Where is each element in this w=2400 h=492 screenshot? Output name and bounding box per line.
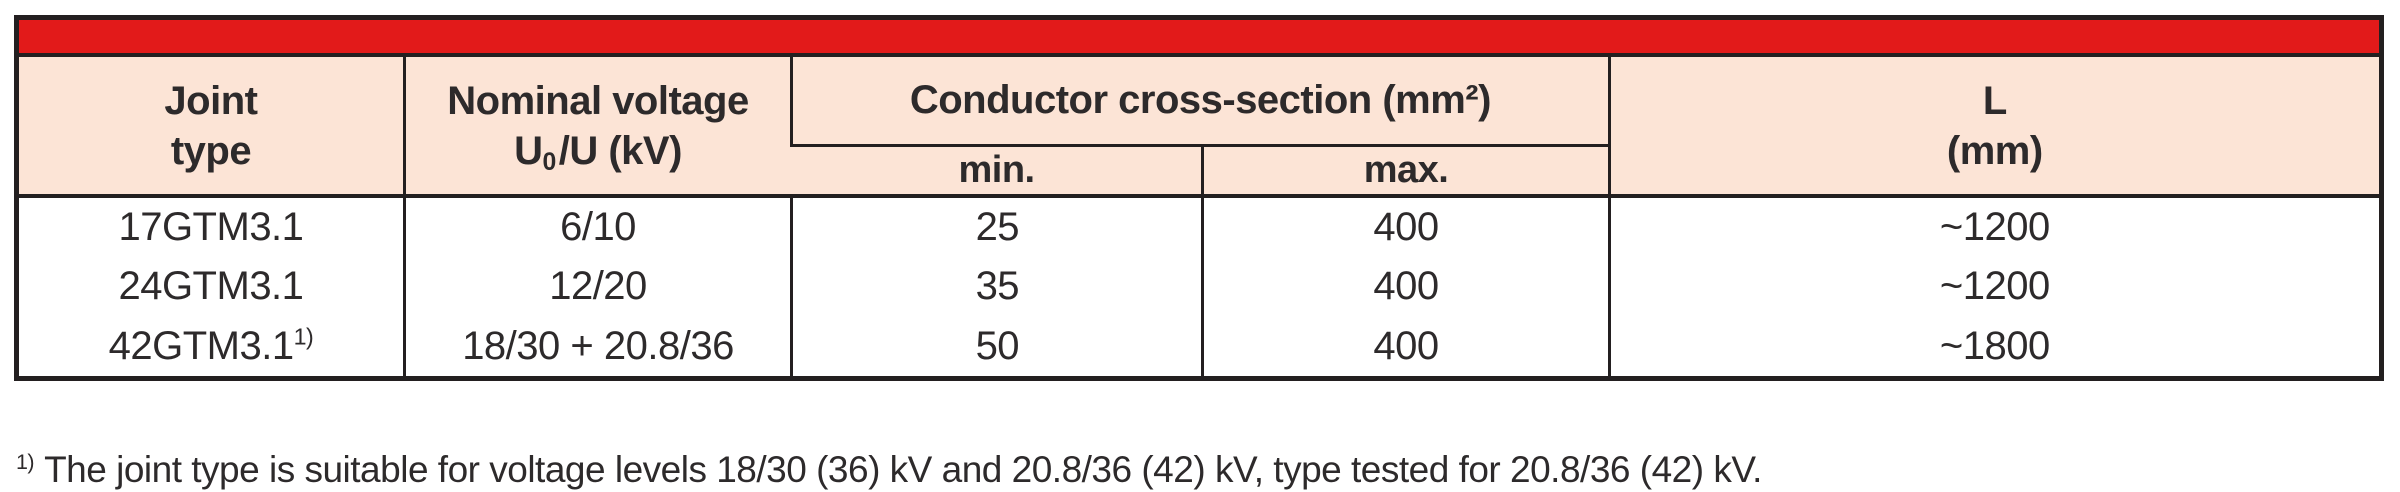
column-header-joint-type: Joint type bbox=[19, 57, 405, 196]
table-row: 42GTM3.11) 18/30 + 20.8/36 50 400 ~1800 bbox=[19, 316, 2379, 376]
cell-joint-type: 17GTM3.1 bbox=[19, 194, 405, 256]
cell-nominal-voltage: 12/20 bbox=[402, 256, 792, 316]
length-line1: L bbox=[1982, 78, 2007, 123]
joint-type-value: 17GTM3.1 bbox=[118, 204, 304, 249]
cell-nominal-voltage: 18/30 + 20.8/36 bbox=[402, 316, 792, 376]
footnote-marker: 1) bbox=[16, 449, 35, 474]
table-row: 17GTM3.1 6/10 25 400 ~1200 bbox=[19, 194, 2379, 256]
cell-cross-section-max: 400 bbox=[1201, 256, 1610, 316]
u-unit: /U (kV) bbox=[558, 128, 683, 173]
column-header-conductor-cross-section: Conductor cross-section (mm²) bbox=[790, 57, 1610, 147]
cell-joint-type: 42GTM3.11) bbox=[19, 316, 405, 376]
column-header-nominal-voltage: Nominal voltage U0/U (kV) bbox=[402, 57, 792, 196]
cell-cross-section-min: 25 bbox=[790, 194, 1203, 256]
nominal-voltage-line1: Nominal voltage bbox=[447, 78, 749, 123]
cell-length: ~1200 bbox=[1607, 194, 2379, 256]
joint-type-line1: Joint bbox=[164, 78, 258, 123]
footnote-text: The joint type is suitable for voltage l… bbox=[44, 449, 1762, 490]
cell-length: ~1800 bbox=[1607, 316, 2379, 376]
joint-type-line2: type bbox=[170, 128, 252, 173]
footnote: 1) The joint type is suitable for voltage… bbox=[16, 449, 1762, 491]
joint-spec-table: Joint type Nominal voltage U0/U (kV) Con… bbox=[19, 57, 2379, 376]
u-symbol: U bbox=[514, 128, 543, 173]
cell-joint-type: 24GTM3.1 bbox=[19, 256, 405, 316]
length-line2: (mm) bbox=[1946, 128, 2043, 173]
cell-nominal-voltage: 6/10 bbox=[402, 194, 792, 256]
cell-length: ~1200 bbox=[1607, 256, 2379, 316]
u-subscript: 0 bbox=[542, 149, 556, 177]
column-header-length: L (mm) bbox=[1607, 57, 2379, 196]
cell-cross-section-max: 400 bbox=[1201, 194, 1610, 256]
nominal-voltage-line2: U0/U (kV) bbox=[406, 126, 790, 177]
cell-cross-section-min: 50 bbox=[790, 316, 1203, 376]
table-header: Joint type Nominal voltage U0/U (kV) Con… bbox=[19, 57, 2379, 196]
table-body: 17GTM3.1 6/10 25 400 ~1200 24GTM3.1 12/2… bbox=[19, 194, 2379, 376]
cell-cross-section-min: 35 bbox=[790, 256, 1203, 316]
cell-cross-section-max: 400 bbox=[1201, 316, 1610, 376]
joint-spec-table-frame: Joint type Nominal voltage U0/U (kV) Con… bbox=[14, 15, 2384, 381]
column-header-min: min. bbox=[791, 145, 1203, 196]
red-title-bar bbox=[19, 20, 2379, 57]
column-header-max: max. bbox=[1201, 145, 1610, 196]
joint-type-value: 24GTM3.1 bbox=[118, 263, 304, 308]
footnote-reference: 1) bbox=[293, 323, 314, 350]
joint-type-value: 42GTM3.1 bbox=[108, 323, 294, 368]
table-row: 24GTM3.1 12/20 35 400 ~1200 bbox=[19, 256, 2379, 316]
